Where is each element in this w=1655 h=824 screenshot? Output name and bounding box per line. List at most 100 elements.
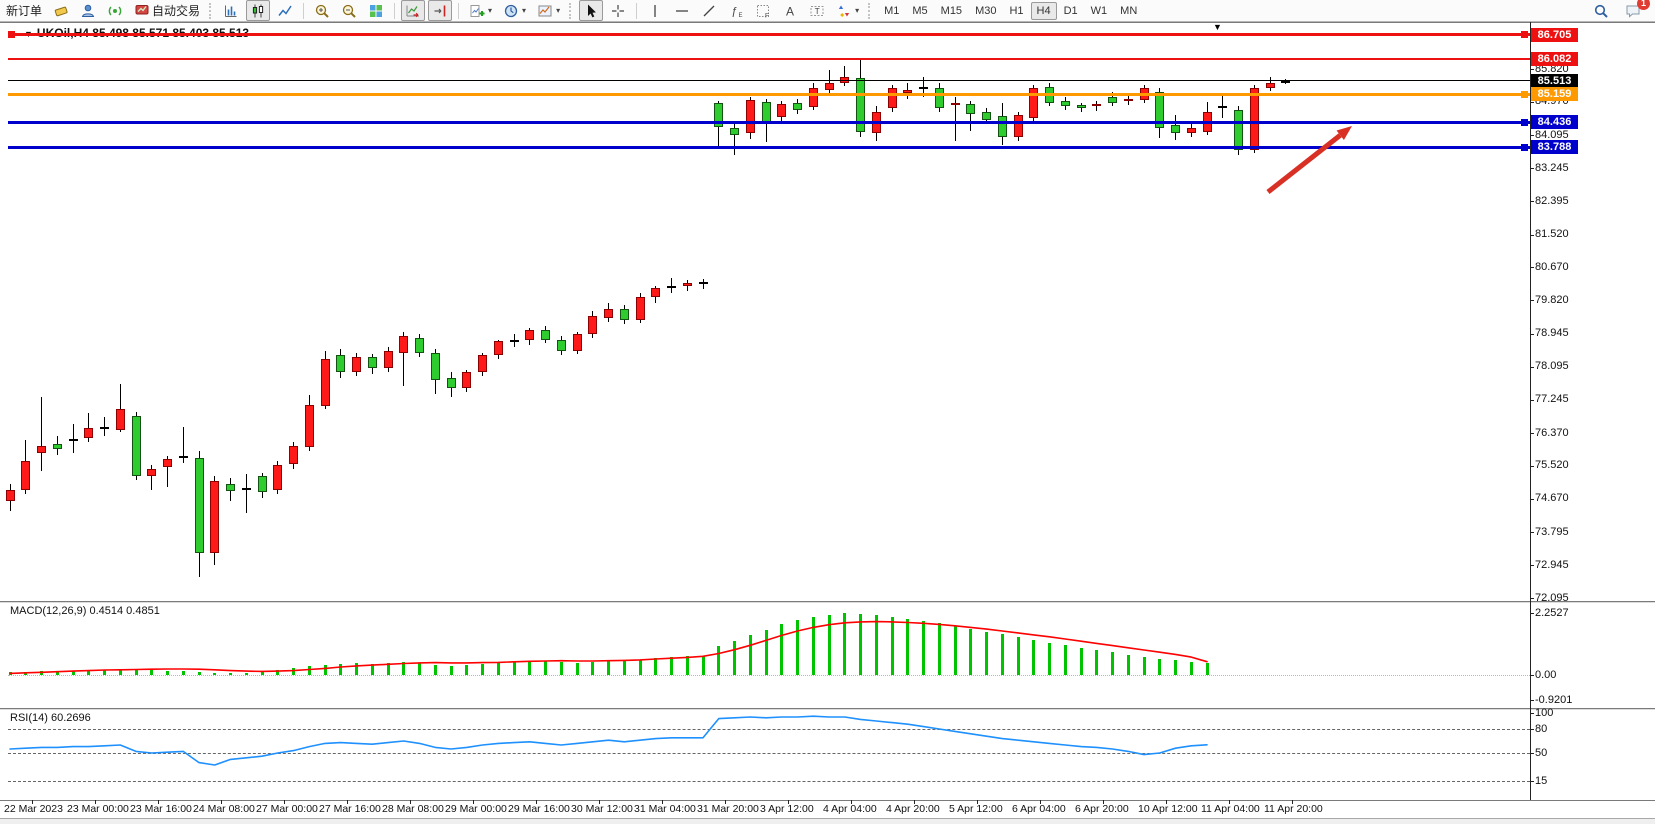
period-clock-icon[interactable]: ▾ <box>499 0 530 21</box>
chart-title-text: UKOil,H4 85.498 85.571 85.403 85.513 <box>37 26 249 40</box>
timeframe-h1-button[interactable]: H1 <box>1009 4 1024 17</box>
rsi-axis-tick <box>1530 781 1534 782</box>
price-axis-tick <box>1530 168 1534 170</box>
macd-histogram-bar <box>670 656 673 675</box>
candlestick-icon[interactable] <box>246 0 271 21</box>
candle-wick <box>954 96 956 142</box>
timeframe-m15-button[interactable]: M15 <box>940 4 963 17</box>
label-icon[interactable]: T <box>805 0 829 21</box>
price-axis-label: 79.820 <box>1535 293 1569 306</box>
signal-icon[interactable] <box>103 0 127 21</box>
horizontal-line-object[interactable] <box>8 80 1530 82</box>
time-axis-label: 29 Mar 00:00 <box>445 803 507 815</box>
time-axis-tick <box>1040 800 1041 804</box>
candle-wick <box>970 100 972 132</box>
new-order-button[interactable]: 新订单 <box>2 0 46 21</box>
horizontal-line-object[interactable] <box>8 33 1530 37</box>
macd-histogram-bar <box>843 613 847 675</box>
candle <box>273 464 283 490</box>
timeframe-w1-button[interactable]: W1 <box>1090 4 1108 17</box>
candle-wick <box>72 424 74 454</box>
horizontal-line-object[interactable] <box>8 120 1530 124</box>
price-axis-label: 72.095 <box>1535 591 1569 604</box>
macd-histogram-bar <box>1205 662 1209 675</box>
candle <box>37 445 46 454</box>
rsi-axis-tick <box>1530 713 1534 714</box>
account-icon[interactable] <box>76 0 100 21</box>
timeframe-m5-button[interactable]: M5 <box>912 4 928 17</box>
macd-histogram-bar <box>418 662 421 675</box>
time-axis-tick <box>347 800 348 804</box>
price-axis-tick <box>1530 366 1534 368</box>
time-axis-label: 27 Mar 00:00 <box>256 803 318 815</box>
zoom-out-icon[interactable] <box>337 0 361 21</box>
timeframe-h4-button[interactable]: H4 <box>1030 1 1057 20</box>
candle <box>619 308 629 321</box>
line-handle[interactable] <box>1521 31 1528 39</box>
candle <box>1155 92 1165 128</box>
candle <box>667 285 676 288</box>
timeframe-m30-button[interactable]: M30 <box>975 4 997 17</box>
template-icon[interactable]: ▾ <box>533 0 564 21</box>
macd-histogram-bar <box>1174 660 1177 675</box>
line-handle[interactable] <box>1521 90 1528 98</box>
macd-histogram-bar <box>859 613 862 675</box>
grid-icon[interactable]: F <box>751 0 775 21</box>
macd-histogram-bar <box>701 655 705 675</box>
timeframe-mn-button[interactable]: MN <box>1120 4 1138 17</box>
tile-windows-icon[interactable] <box>364 0 388 21</box>
horizontal-line-object[interactable] <box>8 57 1530 60</box>
time-axis-tick <box>662 800 663 804</box>
ticket-icon[interactable] <box>49 0 73 21</box>
zoom-in-icon[interactable] <box>310 0 334 21</box>
time-axis-label: 5 Apr 12:00 <box>949 803 1003 815</box>
timeframe-d1-button[interactable]: D1 <box>1063 4 1078 17</box>
line-handle[interactable] <box>8 31 15 39</box>
chart-shift-icon[interactable] <box>428 0 453 21</box>
candle <box>415 337 424 354</box>
macd-histogram-bar <box>496 662 500 675</box>
timeframe-m1-button[interactable]: M1 <box>884 4 900 17</box>
macd-histogram-bar <box>260 671 264 675</box>
candle <box>1076 105 1086 108</box>
rsi-axis-label: 100 <box>1535 706 1554 719</box>
svg-text:T: T <box>815 6 820 15</box>
time-axis-label: 4 Apr 20:00 <box>886 803 940 815</box>
candle-wick <box>828 70 830 93</box>
candle <box>761 102 771 123</box>
macd-histogram-bar <box>8 672 12 675</box>
macd-histogram-bar <box>181 670 185 675</box>
candle <box>997 116 1007 137</box>
search-icon[interactable] <box>1589 0 1613 21</box>
chat-icon[interactable]: 1 <box>1621 0 1650 21</box>
chart-canvas[interactable] <box>0 22 1655 818</box>
trendline-icon[interactable] <box>697 0 721 21</box>
price-axis-label: 76.370 <box>1535 426 1569 439</box>
horizontal-line-object[interactable] <box>8 145 1530 149</box>
crosshair-icon[interactable] <box>606 0 630 21</box>
autotrade-button[interactable]: 自动交易 <box>130 0 204 21</box>
time-axis-label: 11 Apr 04:00 <box>1201 803 1260 815</box>
time-axis-label: 28 Mar 08:00 <box>382 803 444 815</box>
time-axis-tick <box>158 800 159 804</box>
macd-histogram-bar <box>103 670 106 675</box>
candle <box>840 77 850 83</box>
add-indicator-icon[interactable]: ▾ <box>465 0 496 21</box>
bar-chart-icon[interactable] <box>219 0 243 21</box>
cursor-icon[interactable] <box>579 0 604 21</box>
horizontal-line-object[interactable] <box>8 92 1530 96</box>
horizontal-line-icon[interactable] <box>670 0 694 21</box>
line-handle[interactable] <box>1521 143 1528 151</box>
auto-scroll-icon[interactable] <box>401 0 426 21</box>
line-handle[interactable] <box>1521 118 1528 126</box>
line-chart-icon[interactable] <box>273 0 297 21</box>
macd-histogram-bar <box>607 660 610 675</box>
vertical-line-icon[interactable] <box>643 0 667 21</box>
candle <box>430 353 440 381</box>
macd-histogram-bar <box>733 640 736 675</box>
text-icon[interactable]: A <box>778 0 802 21</box>
macd-histogram-bar <box>922 620 925 675</box>
macd-histogram-bar <box>213 672 217 675</box>
shapes-icon[interactable]: ▾ <box>832 0 863 21</box>
